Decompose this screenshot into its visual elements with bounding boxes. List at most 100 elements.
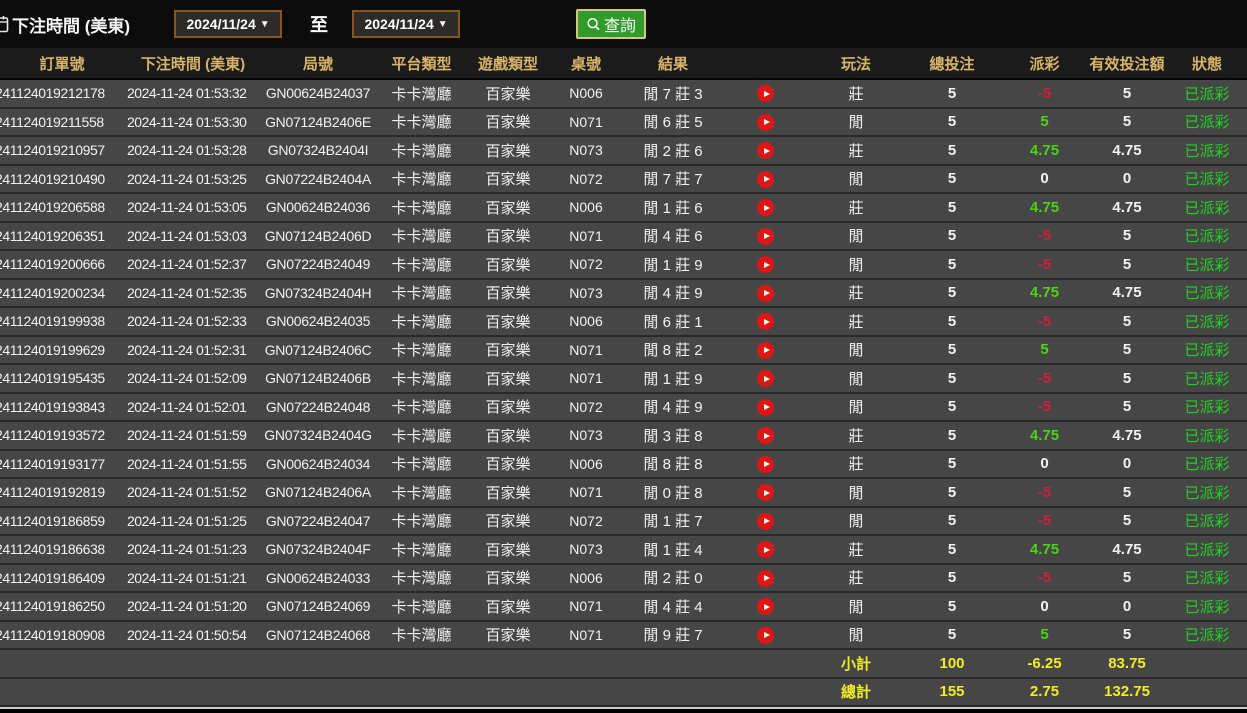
cell-status: 已派彩 <box>1167 620 1247 650</box>
cell-replay <box>721 478 810 508</box>
cell-platform-type: 卡卡灣廳 <box>374 221 469 251</box>
cell-result: 閒 0 莊 8 <box>625 478 721 508</box>
header-total-bet: 總投注 <box>902 48 1002 80</box>
cell-bet-time: 2024-11-24 01:53:25 <box>124 164 262 194</box>
replay-button[interactable] <box>757 398 774 416</box>
empty-cell <box>124 649 262 679</box>
table-row: 241124019193572 2024-11-24 01:51:59 GN07… <box>0 421 1247 451</box>
cell-valid-bet: 5 <box>1087 335 1167 365</box>
cell-round-number: GN07224B24048 <box>262 392 374 422</box>
replay-button[interactable] <box>757 626 774 644</box>
cell-order-number: 241124019212178 <box>0 79 124 109</box>
replay-button[interactable] <box>757 512 774 530</box>
replay-button[interactable] <box>757 142 774 160</box>
play-icon <box>763 233 770 240</box>
cell-status: 已派彩 <box>1167 478 1247 508</box>
header-round: 局號 <box>262 48 374 80</box>
cell-round-number: GN00624B24033 <box>262 563 374 593</box>
cell-platform-type: 卡卡灣廳 <box>374 335 469 365</box>
replay-button[interactable] <box>757 256 774 274</box>
cell-playtype: 莊 <box>810 535 902 565</box>
cell-table-number: N073 <box>547 421 625 451</box>
cell-replay <box>721 107 810 137</box>
replay-button[interactable] <box>757 199 774 217</box>
cell-valid-bet: 0 <box>1087 592 1167 622</box>
table-row: 241124019200666 2024-11-24 01:52:37 GN07… <box>0 250 1247 280</box>
replay-button[interactable] <box>757 569 774 587</box>
replay-button[interactable] <box>757 313 774 331</box>
cell-valid-bet: 0 <box>1087 449 1167 479</box>
replay-button[interactable] <box>757 484 774 502</box>
empty-cell <box>1167 677 1247 707</box>
replay-button[interactable] <box>757 370 774 388</box>
cell-replay <box>721 335 810 365</box>
cell-platform-type: 卡卡灣廳 <box>374 535 469 565</box>
cell-status: 已派彩 <box>1167 307 1247 337</box>
cell-playtype: 莊 <box>810 136 902 166</box>
replay-button[interactable] <box>757 113 774 131</box>
grand-total-bet: 155 <box>902 677 1002 707</box>
cell-valid-bet: 4.75 <box>1087 535 1167 565</box>
cell-total-bet: 5 <box>902 79 1002 109</box>
cell-valid-bet: 5 <box>1087 506 1167 536</box>
cell-payout: -5 <box>1002 364 1087 394</box>
search-button[interactable]: 查詢 <box>576 9 647 39</box>
cell-bet-time: 2024-11-24 01:51:59 <box>124 421 262 451</box>
table-row: 241124019211558 2024-11-24 01:53:30 GN07… <box>0 107 1247 137</box>
cell-playtype: 閒 <box>810 221 902 251</box>
cell-platform-type: 卡卡灣廳 <box>374 307 469 337</box>
replay-button[interactable] <box>757 541 774 559</box>
cell-playtype: 閒 <box>810 164 902 194</box>
cell-bet-time: 2024-11-24 01:51:52 <box>124 478 262 508</box>
cell-replay <box>721 136 810 166</box>
table-row: 241124019206351 2024-11-24 01:53:03 GN07… <box>0 221 1247 251</box>
cell-valid-bet: 4.75 <box>1087 136 1167 166</box>
cell-round-number: GN00624B24037 <box>262 79 374 109</box>
cell-platform-type: 卡卡灣廳 <box>374 478 469 508</box>
cell-status: 已派彩 <box>1167 421 1247 451</box>
date-from-value: 2024/11/24 <box>186 16 256 32</box>
search-button-label: 查詢 <box>604 18 637 35</box>
cell-result: 閒 9 莊 7 <box>625 620 721 650</box>
cell-round-number: GN07224B24049 <box>262 250 374 280</box>
replay-button[interactable] <box>757 170 774 188</box>
replay-button[interactable] <box>757 598 774 616</box>
replay-button[interactable] <box>757 427 774 445</box>
cell-platform-type: 卡卡灣廳 <box>374 278 469 308</box>
cell-order-number: 241124019186638 <box>0 535 124 565</box>
cell-replay <box>721 278 810 308</box>
cell-round-number: GN07124B2406B <box>262 364 374 394</box>
empty-cell <box>262 677 374 707</box>
cell-valid-bet: 5 <box>1087 620 1167 650</box>
empty-cell <box>547 677 625 707</box>
table-bottom-border <box>0 707 1247 709</box>
cell-table-number: N073 <box>547 535 625 565</box>
cell-payout: 4.75 <box>1002 535 1087 565</box>
cell-total-bet: 5 <box>902 592 1002 622</box>
cell-table-number: N006 <box>547 563 625 593</box>
cell-total-bet: 5 <box>902 278 1002 308</box>
cell-playtype: 莊 <box>810 449 902 479</box>
header-payout: 派彩 <box>1002 48 1087 80</box>
cell-round-number: GN07124B24068 <box>262 620 374 650</box>
table-row: 241124019186250 2024-11-24 01:51:20 GN07… <box>0 592 1247 622</box>
cell-game-type: 百家樂 <box>469 478 547 508</box>
cell-game-type: 百家樂 <box>469 107 547 137</box>
grand-total-row: 總計 155 2.75 132.75 <box>0 677 1247 707</box>
replay-button[interactable] <box>757 341 774 359</box>
cell-bet-time: 2024-11-24 01:52:09 <box>124 364 262 394</box>
replay-button[interactable] <box>757 455 774 473</box>
cell-replay <box>721 535 810 565</box>
cell-total-bet: 5 <box>902 307 1002 337</box>
play-icon <box>763 176 770 183</box>
cell-platform-type: 卡卡灣廳 <box>374 193 469 223</box>
replay-button[interactable] <box>757 85 774 103</box>
replay-button[interactable] <box>757 284 774 302</box>
replay-button[interactable] <box>757 227 774 245</box>
cell-playtype: 莊 <box>810 563 902 593</box>
date-from-select[interactable]: 2024/11/24 ▼ <box>174 10 283 38</box>
date-to-select[interactable]: 2024/11/24 ▼ <box>352 10 461 38</box>
cell-total-bet: 5 <box>902 449 1002 479</box>
cell-table-number: N072 <box>547 250 625 280</box>
cell-game-type: 百家樂 <box>469 449 547 479</box>
